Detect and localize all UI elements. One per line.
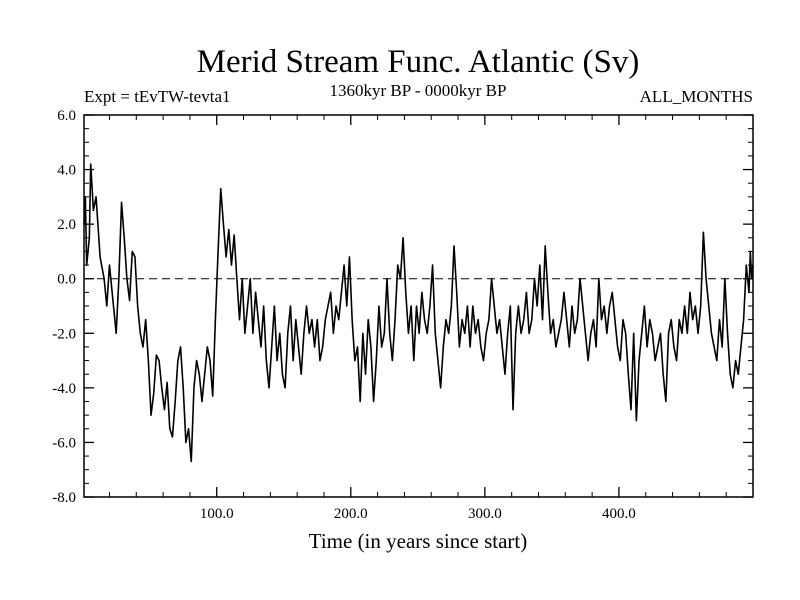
x-tick-label: 400.0 <box>602 506 636 522</box>
y-tick-label: 4.0 <box>57 163 76 179</box>
chart-title: Merid Stream Func. Atlantic (Sv) <box>197 44 640 80</box>
y-tick-label: -4.0 <box>52 381 76 397</box>
plot-frame <box>83 114 754 498</box>
x-tick-label: 100.0 <box>200 506 234 522</box>
experiment-label: Expt = tEvTW-tevta1 <box>84 87 231 106</box>
plot-area: 100.0 200.0 300.0 400.0 -8.0 -6.0 -4.0 -2.0 0.0 2… <box>52 108 754 522</box>
time-range-label: 1360kyr BP - 0000kyr BP <box>330 81 507 100</box>
x-tick-label: 300.0 <box>468 506 502 522</box>
y-tick-label: 2.0 <box>57 217 76 233</box>
y-tick-label: -8.0 <box>52 490 76 506</box>
x-axis-label: Time (in years since start) <box>309 529 528 553</box>
x-tick-label: 200.0 <box>334 506 368 522</box>
y-tick-label: -2.0 <box>52 326 76 342</box>
series-line <box>83 163 754 463</box>
y-tick-label: 6.0 <box>57 108 76 124</box>
y-tick-label: 0.0 <box>57 272 76 288</box>
months-label: ALL_MONTHS <box>640 87 753 106</box>
y-tick-label: -6.0 <box>52 435 76 451</box>
